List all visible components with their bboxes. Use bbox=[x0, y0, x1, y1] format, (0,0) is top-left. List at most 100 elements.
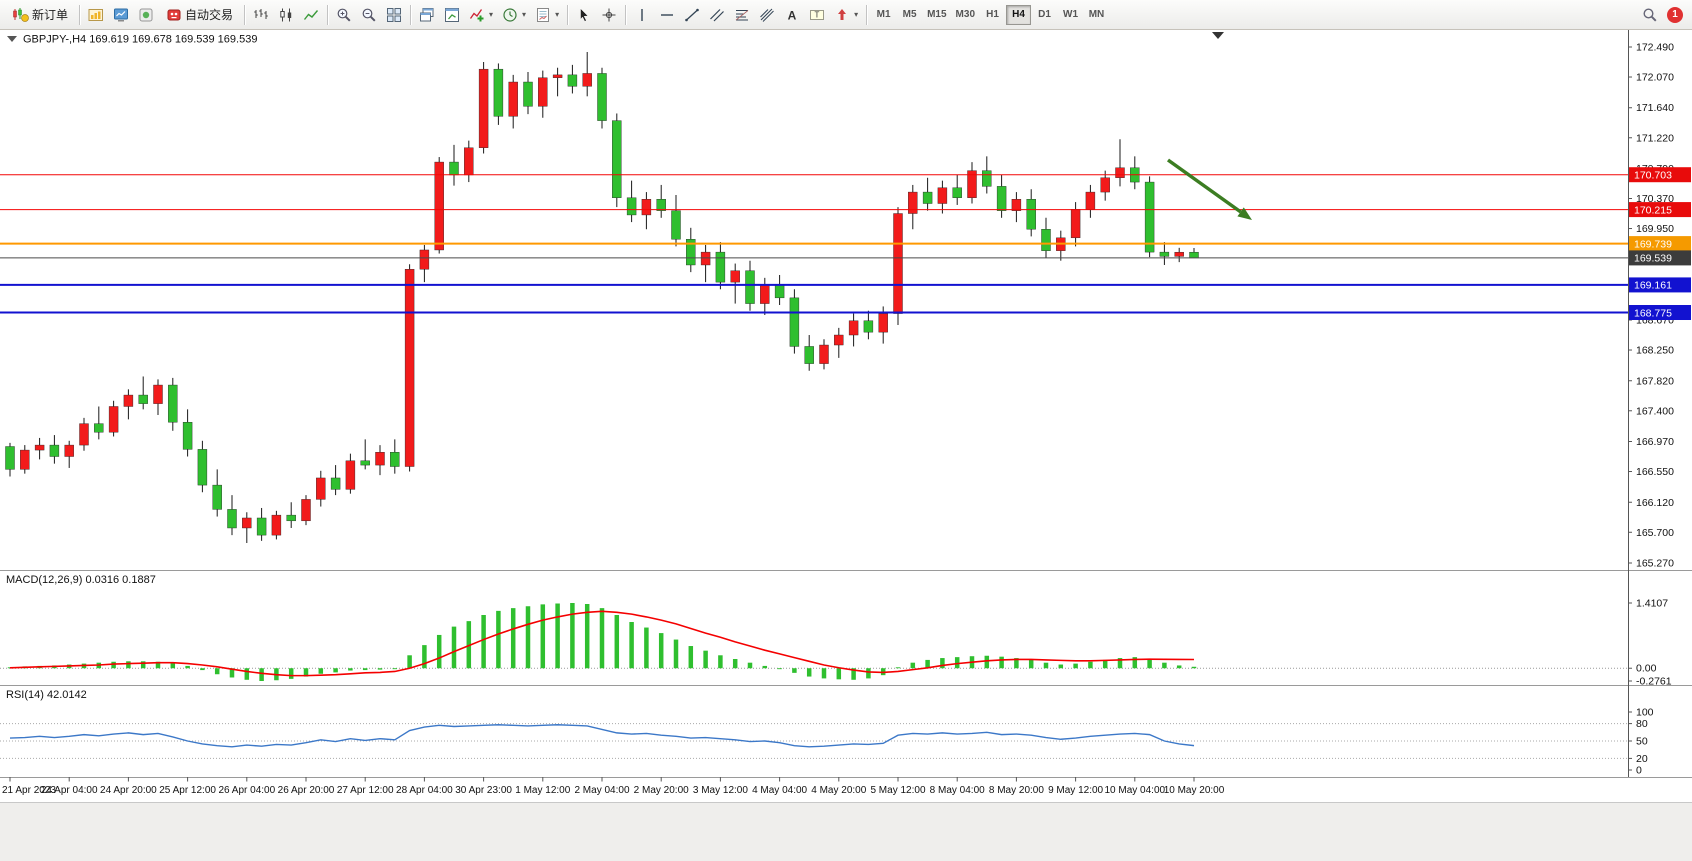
svg-text:168.250: 168.250 bbox=[1636, 345, 1674, 357]
arrow-shape-icon bbox=[838, 8, 847, 20]
toolbar-separator bbox=[567, 4, 569, 25]
timeframe-m30-button[interactable]: M30 bbox=[952, 5, 979, 25]
svg-text:172.490: 172.490 bbox=[1636, 42, 1674, 54]
svg-text:9 May 12:00: 9 May 12:00 bbox=[1048, 785, 1103, 796]
clock-icon bbox=[503, 7, 517, 22]
toolbar: 新订单 bbox=[0, 0, 1692, 30]
svg-text:4 May 04:00: 4 May 04:00 bbox=[752, 785, 807, 796]
svg-text:2 May 04:00: 2 May 04:00 bbox=[574, 785, 629, 796]
svg-text:20: 20 bbox=[1636, 753, 1648, 765]
timeframe-m15-button[interactable]: M15 bbox=[923, 5, 950, 25]
svg-text:26 Apr 04:00: 26 Apr 04:00 bbox=[218, 785, 275, 796]
chart-shift-marker[interactable] bbox=[1212, 32, 1224, 39]
fibonacci-button[interactable] bbox=[730, 3, 754, 27]
autotrading-label: 自动交易 bbox=[185, 8, 234, 22]
symbol-dropdown-icon[interactable] bbox=[7, 36, 17, 42]
chart-background bbox=[0, 30, 1692, 802]
cursor-button[interactable] bbox=[572, 3, 596, 27]
svg-text:1.4107: 1.4107 bbox=[1636, 598, 1668, 610]
svg-text:24 Apr 20:00: 24 Apr 20:00 bbox=[100, 785, 157, 796]
toolbar-separator bbox=[244, 4, 246, 25]
chevron-down-icon: ▾ bbox=[854, 9, 859, 19]
channel-icon bbox=[710, 8, 725, 21]
timeframe-m5-button[interactable]: M5 bbox=[897, 5, 922, 25]
chevron-down-icon: ▾ bbox=[489, 9, 494, 19]
svg-text:169.539: 169.539 bbox=[1634, 253, 1672, 265]
text-label-button[interactable]: T bbox=[805, 3, 829, 27]
tile-windows-button[interactable] bbox=[382, 3, 406, 27]
notifications-badge[interactable]: 1 bbox=[1667, 6, 1683, 23]
crosshair-icon bbox=[602, 8, 616, 21]
bar-chart-button[interactable] bbox=[249, 3, 273, 27]
cascade-windows-button[interactable] bbox=[415, 3, 439, 27]
new-chart-button[interactable] bbox=[84, 3, 108, 27]
chart-canvas[interactable]: 172.490172.070171.640171.220170.790170.3… bbox=[0, 30, 1692, 861]
svg-text:169.739: 169.739 bbox=[1634, 238, 1672, 250]
horizontal-line-button[interactable] bbox=[655, 3, 679, 27]
channel-button[interactable] bbox=[705, 3, 729, 27]
svg-text:26 Apr 20:00: 26 Apr 20:00 bbox=[278, 785, 335, 796]
timeframe-m1-button[interactable]: M1 bbox=[871, 5, 896, 25]
text-button[interactable]: A bbox=[780, 3, 804, 27]
line-chart-button[interactable] bbox=[299, 3, 323, 27]
navigator-icon bbox=[139, 8, 153, 21]
zoom-in-button[interactable] bbox=[332, 3, 356, 27]
price-label bbox=[1629, 167, 1691, 183]
svg-text:21 Apr 2023: 21 Apr 2023 bbox=[2, 785, 56, 796]
svg-text:170.370: 170.370 bbox=[1636, 193, 1674, 205]
svg-text:8 May 20:00: 8 May 20:00 bbox=[989, 785, 1044, 796]
crosshair-button[interactable] bbox=[597, 3, 621, 27]
svg-text:166.970: 166.970 bbox=[1636, 436, 1674, 448]
svg-text:T: T bbox=[815, 10, 820, 19]
fibonacci-icon bbox=[735, 9, 749, 20]
market-watch-button[interactable] bbox=[109, 3, 133, 27]
zoom-out-button[interactable] bbox=[357, 3, 381, 27]
indicators-button[interactable]: ▾ bbox=[465, 3, 497, 27]
arrows-button[interactable]: ▾ bbox=[830, 3, 862, 27]
horizontal-line-icon bbox=[661, 13, 674, 16]
timeframe-d1-button[interactable]: D1 bbox=[1032, 5, 1057, 25]
vertical-line-button[interactable] bbox=[630, 3, 654, 27]
arrange-windows-button[interactable] bbox=[440, 3, 464, 27]
timeframe-h4-button[interactable]: H4 bbox=[1006, 4, 1031, 25]
candlestick-chart-button[interactable] bbox=[274, 3, 298, 27]
new-order-button[interactable]: 新订单 bbox=[5, 3, 75, 27]
svg-text:171.220: 171.220 bbox=[1636, 132, 1674, 144]
svg-text:0: 0 bbox=[1636, 765, 1642, 777]
autotrading-button[interactable]: 自动交易 bbox=[159, 3, 240, 27]
timeframe-mn-button[interactable]: MN bbox=[1084, 5, 1109, 25]
svg-text:166.120: 166.120 bbox=[1636, 497, 1674, 509]
periods-button[interactable]: ▾ bbox=[498, 3, 530, 27]
svg-text:166.550: 166.550 bbox=[1636, 466, 1674, 478]
timeframe-h1-button[interactable]: H1 bbox=[980, 5, 1005, 25]
price-label bbox=[1629, 250, 1691, 266]
candlestick-chart-icon bbox=[280, 8, 292, 21]
candlestick-series bbox=[5, 52, 1199, 543]
svg-text:27 Apr 12:00: 27 Apr 12:00 bbox=[337, 785, 394, 796]
search-button[interactable] bbox=[1638, 3, 1662, 27]
svg-text:167.820: 167.820 bbox=[1636, 375, 1674, 387]
timeframe-w1-button[interactable]: W1 bbox=[1058, 5, 1083, 25]
tile-windows-icon bbox=[387, 7, 402, 22]
templates-button[interactable]: ▾ bbox=[531, 3, 563, 27]
trend-arrow-annotation[interactable] bbox=[1166, 158, 1252, 220]
price-label bbox=[1629, 305, 1691, 321]
svg-text:4 May 20:00: 4 May 20:00 bbox=[811, 785, 866, 796]
toolbar-separator bbox=[79, 4, 81, 25]
indicators-icon bbox=[469, 8, 484, 21]
zoom-out-icon bbox=[362, 8, 376, 22]
svg-text:167.400: 167.400 bbox=[1636, 405, 1674, 417]
svg-text:5 May 12:00: 5 May 12:00 bbox=[870, 785, 925, 796]
line-chart-icon bbox=[303, 9, 319, 20]
pitchfork-button[interactable] bbox=[755, 3, 779, 27]
macd-label: MACD(12,26,9) 0.0316 0.1887 bbox=[6, 574, 156, 586]
svg-text:25 Apr 12:00: 25 Apr 12:00 bbox=[159, 785, 216, 796]
navigator-button[interactable] bbox=[134, 3, 158, 27]
andrews-pitchfork-icon bbox=[760, 8, 774, 22]
trendline-button[interactable] bbox=[680, 3, 704, 27]
toolbar-separator bbox=[410, 4, 412, 25]
svg-text:171.640: 171.640 bbox=[1636, 102, 1674, 114]
svg-text:165.270: 165.270 bbox=[1636, 558, 1674, 570]
